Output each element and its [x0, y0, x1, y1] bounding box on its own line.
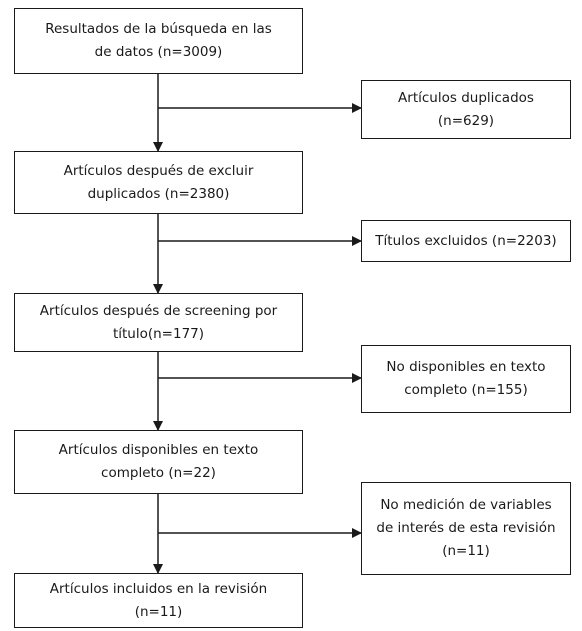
- step-after-title-screening: Artículos después de screening por títul…: [14, 293, 303, 352]
- exclusion-duplicates-line-2: (n=629): [437, 112, 495, 129]
- exclusion-full-text-line-2: completo (n=155): [404, 382, 528, 398]
- exclusion-duplicates-line-1: Artículos duplicados: [398, 89, 534, 106]
- exclusion-variables-line-1: No medición de variables: [380, 497, 552, 513]
- exclusion-full-text-line-1: No disponibles en texto: [386, 359, 546, 375]
- step-search-results: Resultados de la búsqueda en las de dato…: [14, 8, 303, 74]
- exclusion-titles-line-1: Títulos excluidos (n=2203): [375, 232, 557, 249]
- exclusion-full-text: No disponibles en texto completo (n=155): [361, 345, 571, 413]
- step-after-title-screening-line-2: título(n=177): [112, 325, 205, 342]
- exclusion-duplicates: Artículos duplicados (n=629): [361, 80, 571, 139]
- step-after-duplicates-line-1: Artículos después de excluir: [63, 162, 254, 179]
- exclusion-variables-line-2: de interés de esta revisión: [376, 520, 556, 536]
- step-included: Artículos incluidos en la revisión (n=11…: [14, 573, 303, 628]
- step-full-text-available-line-1: Artículos disponibles en texto: [58, 442, 259, 458]
- step-after-duplicates-line-2: duplicados (n=2380): [87, 185, 230, 202]
- step-after-title-screening-line-1: Artículos después de screening por: [39, 302, 278, 319]
- step-included-line-1: Artículos incluidos en la revisión: [49, 580, 268, 597]
- exclusion-variables-line-3: (n=11): [442, 543, 490, 559]
- step-full-text-available: Artículos disponibles en texto completo …: [14, 430, 303, 494]
- step-full-text-available-line-2: completo (n=22): [101, 465, 216, 481]
- exclusion-variables: No medición de variables de interés de e…: [361, 482, 571, 575]
- step-after-duplicates: Artículos después de excluir duplicados …: [14, 151, 303, 214]
- step-search-results-line-2: de datos (n=3009): [94, 44, 223, 60]
- step-included-line-2: (n=11): [134, 603, 183, 620]
- exclusion-titles: Títulos excluidos (n=2203): [361, 220, 571, 262]
- step-search-results-line-1: Resultados de la búsqueda en las: [45, 21, 272, 37]
